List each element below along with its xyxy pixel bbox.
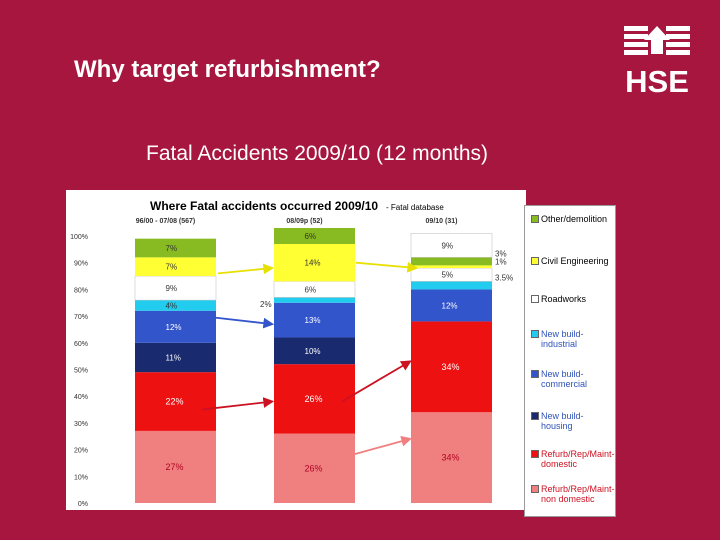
- legend-label: Other/demolition: [541, 214, 608, 224]
- bar-segment: [411, 265, 492, 269]
- data-label: 26%: [305, 463, 323, 473]
- data-label: 13%: [305, 316, 321, 325]
- legend-swatch: [531, 450, 539, 458]
- data-label: 4%: [166, 301, 178, 310]
- data-label: 12%: [442, 301, 458, 310]
- trend-arrow: [341, 436, 413, 459]
- chart-title-note: - Fatal database: [386, 203, 444, 212]
- bar-segment: [135, 430, 216, 503]
- bar-segment: [135, 372, 216, 431]
- chart-panel: Where Fatal accidents occurred 2009/10 -…: [66, 190, 526, 510]
- slide-title: Why target refurbishment?: [74, 56, 381, 83]
- category-label: 08/09p (52): [286, 218, 322, 225]
- bar-segment: [274, 433, 355, 503]
- y-tick-label: 20%: [74, 448, 88, 455]
- chart-legend: Other/demolition Civil Engineering Roadwor…: [524, 205, 616, 517]
- bar-segment: [135, 342, 216, 373]
- data-label: 5%: [442, 271, 454, 280]
- trend-arrow: [355, 261, 419, 273]
- category-label: 96/00 - 07/08 (567): [136, 218, 196, 225]
- data-label: 3%: [495, 249, 507, 258]
- data-label: 10%: [305, 347, 321, 356]
- data-label: 1%: [495, 257, 507, 266]
- data-label: 27%: [166, 462, 184, 472]
- bar-segment: [411, 412, 492, 503]
- data-label: 7%: [166, 263, 178, 272]
- data-label: 11%: [166, 353, 181, 362]
- legend-swatch: [531, 370, 539, 378]
- legend-label: New build- commercial: [541, 369, 588, 389]
- category-label: 09/10 (31): [426, 218, 458, 225]
- data-label: 12%: [166, 323, 182, 332]
- bar-segment: [411, 257, 492, 266]
- bar-segment: [410, 233, 493, 258]
- bar-segment: [274, 244, 355, 282]
- data-label: 2%: [260, 300, 272, 309]
- legend-label: New build-housing: [541, 411, 584, 431]
- data-label: 6%: [305, 232, 317, 241]
- bar-segment: [411, 281, 492, 290]
- bar-segment: [273, 281, 356, 298]
- data-label: 6%: [305, 285, 317, 294]
- trend-arrow: [201, 315, 275, 329]
- trend-arrow: [341, 360, 412, 403]
- legend-swatch: [531, 485, 539, 493]
- y-tick-label: 0%: [78, 501, 88, 508]
- y-tick-label: 10%: [74, 474, 88, 481]
- bar-segment: [274, 337, 355, 365]
- data-label: 22%: [166, 397, 184, 407]
- hse-logo-stripes: [624, 26, 690, 55]
- data-label: 3.5%: [495, 273, 513, 282]
- y-tick-label: 60%: [74, 341, 88, 348]
- legend-swatch: [531, 215, 539, 223]
- bar-segment: [135, 257, 216, 277]
- bar-segment: [274, 227, 355, 245]
- data-label: 26%: [305, 394, 323, 404]
- y-tick-label: 80%: [74, 287, 88, 294]
- bar-segment: [411, 289, 492, 322]
- y-tick-label: 30%: [74, 421, 88, 428]
- hse-logo-text: HSE: [625, 64, 689, 98]
- bar-segment: [410, 267, 493, 282]
- chart-title: Where Fatal accidents occurred 2009/10: [150, 199, 378, 213]
- legend-label: Refurb/Rep/Maint- domestic: [541, 449, 615, 469]
- stacked-bar-chart: Where Fatal accidents occurred 2009/10 -…: [70, 199, 513, 508]
- y-tick-label: 90%: [74, 261, 88, 268]
- bar-segment: [135, 238, 216, 258]
- y-tick-label: 70%: [74, 314, 88, 321]
- bar-segment: [274, 302, 355, 338]
- legend-swatch: [531, 330, 539, 338]
- data-label: 9%: [442, 241, 454, 250]
- bar-segment: [274, 297, 355, 303]
- bar-segment: [411, 321, 492, 413]
- legend-label: Roadworks: [541, 294, 587, 304]
- bar-segment: [135, 300, 216, 311]
- y-tick-label: 40%: [74, 394, 88, 401]
- data-label: 34%: [442, 453, 460, 463]
- slide-subtitle: Fatal Accidents 2009/10 (12 months): [146, 142, 489, 165]
- trend-arrow: [201, 397, 275, 411]
- trend-arrow: [217, 263, 275, 275]
- data-label: 7%: [166, 244, 178, 253]
- y-tick-label: 100%: [70, 234, 88, 241]
- legend-swatch: [531, 257, 539, 265]
- bar-segment: [274, 364, 355, 434]
- data-label: 14%: [305, 259, 321, 268]
- bar-segment: [134, 275, 217, 301]
- legend-label: Civil Engineering: [541, 256, 609, 266]
- data-label: 34%: [442, 362, 460, 372]
- hse-logo: HSE: [624, 26, 690, 98]
- y-tick-label: 50%: [74, 368, 88, 375]
- legend-label: New build- industrial: [541, 329, 584, 349]
- legend-swatch: [531, 412, 539, 420]
- data-label: 9%: [166, 284, 178, 293]
- legend-swatch: [531, 295, 539, 303]
- legend-label: Refurb/Rep/Maint- non domestic: [541, 484, 615, 504]
